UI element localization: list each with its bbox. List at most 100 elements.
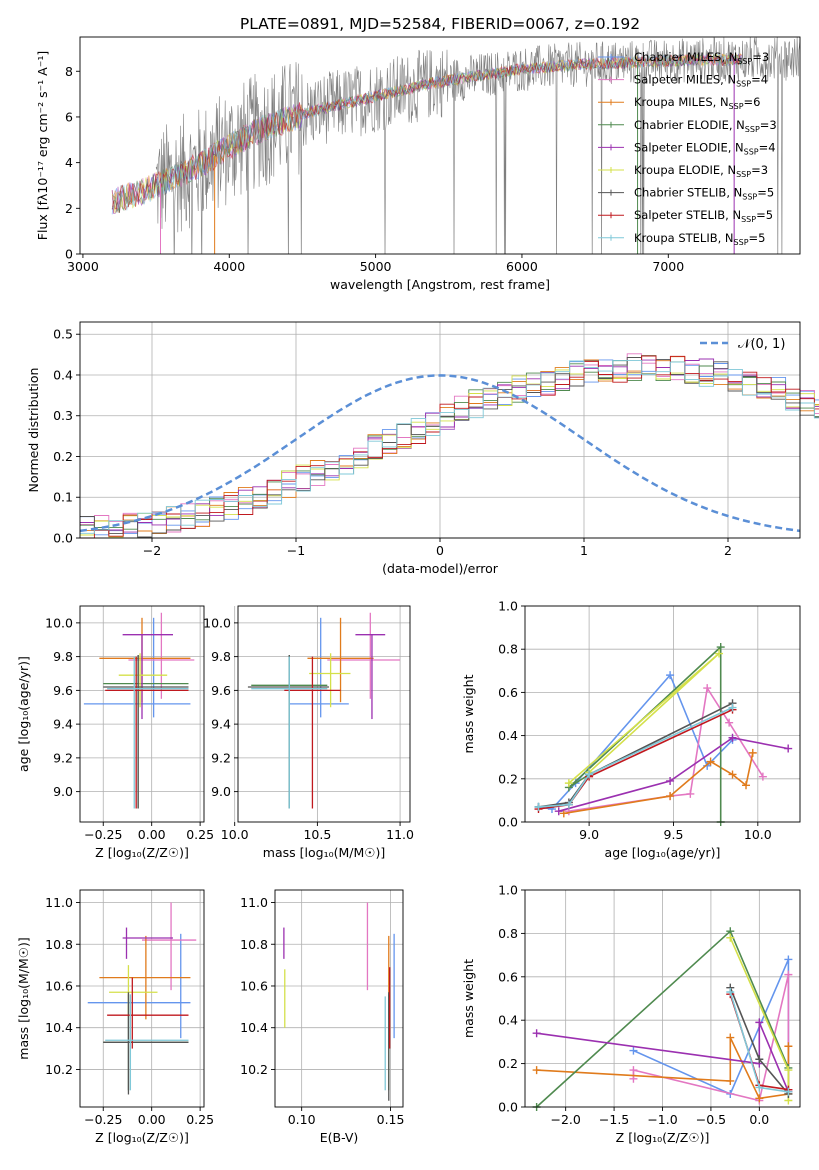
mass-vs-Z-axes [80,890,204,1107]
x-tick-label: 11.0 [386,827,414,842]
x-tick-label: 0.0 [749,1112,769,1127]
y-tick-label: 9.4 [211,717,231,732]
x-tick-label: −2.0 [550,1112,580,1127]
weight-point-marker [742,781,751,790]
x-tick-label: −1.0 [647,1112,677,1127]
y-axis-label: Flux [fλ10⁻¹⁷ erg cm⁻² s⁻¹ A⁻¹] [35,51,50,240]
weight-point-marker [554,807,563,816]
weight-series-line [568,685,764,812]
y-tick-label: 0.2 [53,449,73,464]
x-tick-label: −0.25 [84,1112,122,1127]
x-tick-label: 10.0 [221,827,249,842]
legend-entry-label: Salpeter MILES, NSSP=4 [634,73,768,89]
x-tick-label: 0.00 [138,827,166,842]
y-tick-label: 9.8 [211,649,231,664]
weight-point-marker [755,1055,764,1064]
legend-entry-label: 𝒩(0, 1) [738,337,785,352]
y-tick-label: 0.5 [53,327,73,342]
x-tick-label: −1.5 [599,1112,629,1127]
x-tick-label: 9.5 [664,827,684,842]
weight-point-marker [726,933,735,942]
x-tick-label: 9.0 [579,827,599,842]
weight-point-marker [784,1087,793,1096]
y-tick-label: 0.6 [498,685,518,700]
weight-point-marker [725,718,734,727]
spectrum-frame: 3000 4000 5000 6000 7000 0 2 4 6 8 wavelength [Ang… [35,36,801,292]
y-tick-label: 0.8 [498,642,518,657]
mass-vs-Z-frame: −0.25 0.00 0.25 10.2 10.4 10.6 10.8 11.0 Z [log₁… [16,889,214,1145]
axes-frame [274,889,404,1108]
x-tick-label: 3000 [67,259,99,274]
normal-curve [79,374,801,533]
x-tick-label: 0.00 [138,1112,166,1127]
y-tick-label: 10.6 [45,978,73,993]
weight-point-marker [666,792,675,801]
mass-weight-vs-age-series [534,643,793,826]
y-tick-label: 0.1 [53,490,73,505]
weight-point-marker [666,671,675,680]
spectrum-legend: Chabrier MILES, NSSP=3 Salpeter MILES, NS… [598,50,777,247]
y-tick-label: 0.4 [53,367,73,382]
weight-series-line [538,706,733,808]
y-tick-label: 1.0 [498,599,518,614]
axes-frame [237,605,411,823]
legend-entry-label: Chabrier ELODIE, NSSP=3 [634,118,777,134]
weight-point-marker [784,970,793,979]
y-tick-label: 4 [65,155,73,170]
x-tick-label: 1 [580,543,588,558]
y-tick-label: 9.2 [53,750,73,765]
legend-entry-label: Salpeter STELIB, NSSP=5 [634,208,773,224]
x-axis-label: wavelength [Angstrom, rest frame] [330,277,550,292]
spectrum-clip-group [111,37,800,254]
x-tick-label: 0.10 [288,1112,316,1127]
weight-point-marker [715,649,724,658]
weight-series-line [558,736,789,812]
weight-point-marker [564,779,573,788]
weight-point-marker [726,1033,735,1042]
x-axis-label: mass [log₁₀(M/M☉)] [263,845,385,860]
weight-point-marker [784,1042,793,1051]
x-tick-label: −0.5 [696,1112,726,1127]
mass-vs-EBV-errorbars [283,902,395,1101]
x-axis-label: (data-model)/error [382,561,499,576]
model-spectrum-line [111,54,742,211]
legend-entry-label: Chabrier MILES, NSSP=3 [634,50,769,66]
weight-point-marker [629,1066,638,1075]
y-tick-label: 10.8 [240,937,268,952]
y-tick-label: 0.4 [498,728,518,743]
histogram-series [80,358,819,533]
x-tick-label: 0.25 [186,1112,214,1127]
weight-point-marker [755,1094,764,1103]
weight-point-marker [728,770,737,779]
y-tick-label: 9.6 [53,683,73,698]
y-tick-label: 0.0 [498,1100,518,1115]
x-tick-label: −2 [143,543,161,558]
x-axis-label: Z [log₁₀(Z/Z☉)] [616,1130,710,1145]
age-vs-mass-errorbars [247,612,401,809]
weight-point-marker [559,809,568,818]
weight-point-marker [784,955,793,964]
y-tick-label: 10.8 [45,937,73,952]
panels: 3000 4000 5000 6000 7000 0 2 4 6 8 wavelength [Ang… [16,36,819,1145]
weight-point-marker [703,684,712,693]
weight-series-line [536,1022,790,1093]
y-tick-label: 9.8 [53,649,73,664]
weight-point-marker [755,1018,764,1027]
x-tick-label: 0 [436,543,444,558]
weight-point-marker [564,800,573,809]
weight-point-marker [629,1046,638,1055]
x-tick-label: 10.0 [744,827,772,842]
x-axis-label: Z [log₁₀(Z/Z☉)] [95,845,189,860]
weight-point-marker [585,770,594,779]
x-axis-label: Z [log₁₀(Z/Z☉)] [95,1130,189,1145]
y-axis-label: mass [log₁₀(M/M☉)] [16,937,31,1059]
weight-series-line [563,752,754,815]
mass-vs-EBV-axes [275,890,403,1107]
x-tick-label: 2 [724,543,732,558]
weight-point-marker [784,744,793,753]
spectrum-lines [111,37,800,254]
mass-weight-vs-Z-series [532,927,793,1111]
y-tick-label: 0.2 [498,771,518,786]
residuals-frame: −2 −1 0 1 2 0.0 0.1 0.2 0.3 0.4 0.5 (data-model)/er… [26,321,801,576]
